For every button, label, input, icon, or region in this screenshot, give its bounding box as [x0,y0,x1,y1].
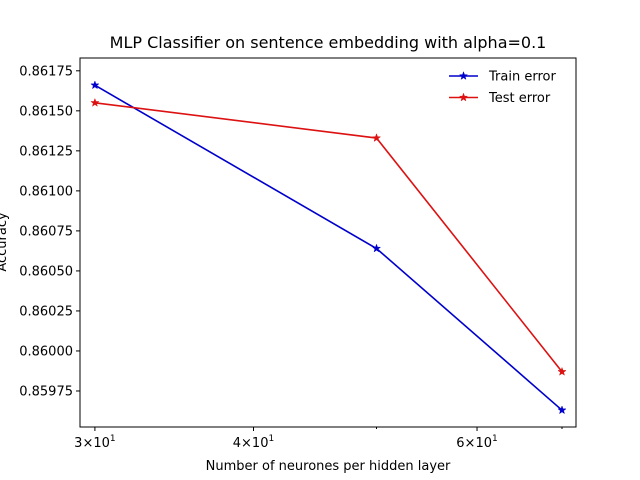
x-axis: 3×101 4×101 6×101 [74,427,563,451]
y-tick-label: 0.86075 [19,224,73,239]
legend: Train error Test error [449,70,556,106]
y-tick-label: 0.86050 [19,264,73,279]
chart-title: MLP Classifier on sentence embedding wit… [110,33,547,52]
series-point-1 [557,405,567,415]
x-tick-label: 6×101 [456,434,497,451]
legend-marker [458,92,469,102]
plot-area [90,80,567,415]
series-point-1 [90,80,100,90]
x-tick-label: 4×101 [233,434,274,451]
legend-label: Test error [488,91,551,106]
x-tick-label: 3×101 [74,434,115,451]
series-point-2 [90,97,100,107]
y-tick-label: 0.86175 [19,64,73,79]
series-point-1 [371,243,382,253]
y-axis: 0.85975 0.86000 0.86025 0.86050 0.86075 0.861… [19,64,80,399]
legend-marker [458,71,469,81]
plot-frame [79,57,577,428]
y-axis-label: Accuracy [0,212,10,272]
y-tick-label: 0.86000 [19,344,73,359]
y-tick-label: 0.86100 [19,184,73,199]
legend-label: Train error [488,70,556,85]
series-point-2 [371,133,382,143]
y-tick-label: 0.85975 [19,384,73,399]
x-axis-label: Number of neurones per hidden layer [206,459,451,474]
series-point-2 [557,366,567,376]
y-tick-label: 0.86025 [19,304,73,319]
y-tick-label: 0.86125 [19,144,73,159]
y-tick-label: 0.86150 [19,104,73,119]
